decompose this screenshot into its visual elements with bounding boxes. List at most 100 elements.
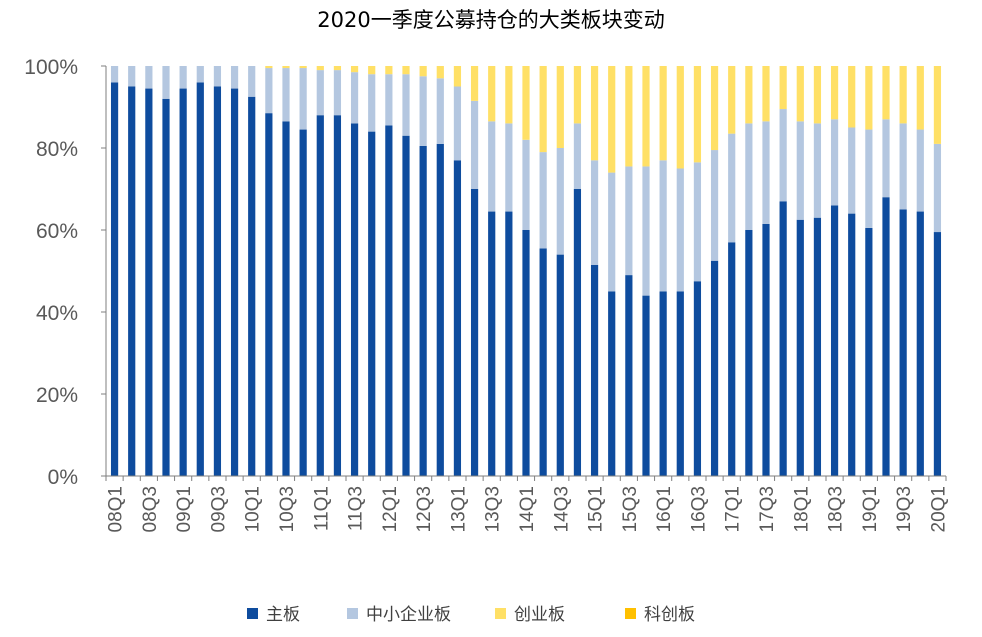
bar-segment-s2-15Q1	[590, 66, 599, 161]
bar-segment-s0-11Q1	[316, 115, 324, 476]
bar-segment-s0-09Q1	[179, 88, 187, 477]
bar-segment-s2-17Q3	[762, 66, 770, 122]
bar-segment-s2-16Q1	[659, 66, 667, 161]
bar-segment-s1-14Q3	[556, 148, 564, 255]
bar-segment-s1-19Q3	[899, 123, 907, 210]
bar-segment-s0-15Q1	[590, 264, 599, 476]
x-tick-label-10Q1: 10Q1	[243, 486, 264, 532]
x-tick-label-12Q3: 12Q3	[414, 486, 435, 532]
x-tick-label-20Q1: 20Q1	[928, 486, 949, 532]
bar-segment-s1-08Q4	[162, 66, 170, 99]
bar-segment-s1-19Q4	[916, 129, 924, 212]
bar-segment-s1-19Q1	[865, 129, 873, 228]
bar-segment-s1-11Q2	[333, 70, 342, 116]
bar-segment-s1-12Q3	[419, 76, 427, 146]
bar-segment-s2-14Q1	[522, 66, 530, 140]
bar-segment-s0-14Q4	[573, 189, 582, 476]
x-tick-label-18Q1: 18Q1	[791, 486, 812, 532]
bar-segment-s1-13Q1	[453, 86, 462, 161]
x-tick-label-16Q1: 16Q1	[654, 486, 675, 532]
bar-segment-s0-12Q3	[419, 145, 427, 476]
x-tick-label-18Q3: 18Q3	[826, 486, 847, 532]
x-tick-label-14Q3: 14Q3	[551, 486, 572, 532]
bar-segment-s1-10Q4	[299, 68, 307, 130]
bar-segment-s1-11Q1	[316, 70, 324, 116]
bar-segment-s1-10Q1	[248, 66, 256, 97]
bar-segment-s0-19Q2	[882, 197, 890, 476]
bar-segment-s1-18Q1	[796, 121, 804, 220]
bar-segment-s1-18Q4	[848, 127, 856, 214]
legend-label-2: 创业板	[514, 605, 565, 625]
bar-segment-s0-08Q1	[110, 82, 119, 477]
bar-segment-s2-15Q4	[642, 66, 650, 167]
bar-segment-s1-17Q3	[762, 121, 770, 224]
bar-segment-s0-11Q4	[368, 131, 376, 476]
bar-segment-s1-17Q2	[745, 123, 753, 230]
legend-label-1: 中小企业板	[366, 605, 451, 625]
bar-segment-s1-12Q2	[402, 74, 410, 136]
bar-segment-s1-09Q3	[213, 66, 222, 87]
bar-segment-s0-10Q4	[299, 129, 307, 477]
bar-segment-s0-14Q1	[522, 230, 530, 476]
bar-segment-s2-11Q4	[368, 66, 376, 75]
bar-segment-s2-12Q1	[385, 66, 393, 75]
bar-segment-s0-18Q2	[813, 217, 822, 476]
bar-segment-s1-16Q4	[710, 150, 719, 261]
bar-segment-s0-16Q1	[659, 291, 667, 476]
bar-segment-s0-13Q2	[470, 189, 479, 476]
bar-segment-s1-10Q3	[282, 68, 290, 122]
bar-segment-s2-16Q2	[676, 66, 684, 169]
bar-segment-s1-15Q3	[625, 166, 633, 276]
bar-segment-s0-13Q1	[453, 160, 462, 477]
bar-segment-s0-16Q3	[693, 281, 702, 476]
bar-segment-s1-17Q4	[779, 109, 787, 202]
bar-segment-s0-08Q4	[162, 98, 170, 477]
bar-segment-s2-15Q3	[625, 66, 633, 167]
bar-segment-s0-15Q4	[642, 295, 650, 476]
x-tick-label-08Q1: 08Q1	[106, 486, 127, 532]
x-tick-label-13Q1: 13Q1	[448, 486, 469, 532]
bar-segment-s0-10Q2	[265, 113, 273, 477]
bar-segment-s1-09Q4	[230, 66, 239, 89]
bar-segment-s2-12Q3	[419, 66, 427, 77]
y-tick-label: 20%	[36, 384, 78, 407]
bar-segment-s0-14Q2	[539, 248, 547, 476]
y-tick-label: 80%	[36, 138, 78, 161]
bar-segment-s1-15Q1	[590, 160, 599, 265]
bar-segment-s1-13Q2	[470, 100, 479, 189]
bar-segment-s1-10Q2	[265, 68, 273, 114]
x-tick-label-16Q3: 16Q3	[688, 486, 709, 532]
bar-segment-s0-09Q3	[213, 86, 222, 476]
bar-segment-s1-17Q1	[728, 133, 736, 243]
bar-segment-s0-17Q2	[745, 230, 753, 476]
legend-swatch-3	[625, 608, 636, 619]
bar-segment-s2-19Q1	[865, 66, 873, 130]
bar-segment-s2-16Q3	[693, 66, 702, 163]
bar-segment-s2-17Q2	[745, 66, 753, 124]
bar-segment-s1-18Q3	[830, 119, 839, 206]
bar-segment-s2-19Q3	[899, 66, 907, 124]
bar-segment-s2-13Q3	[488, 66, 496, 122]
bar-segment-s1-15Q2	[608, 172, 616, 292]
bar-segment-s2-11Q1	[316, 66, 324, 71]
bar-segment-s1-08Q2	[128, 66, 136, 87]
bar-segment-s0-08Q3	[145, 88, 153, 477]
bar-segment-s1-14Q1	[522, 139, 530, 230]
bar-segment-s0-13Q4	[505, 211, 513, 477]
bar-segment-s2-13Q4	[505, 66, 513, 124]
bar-segment-s1-13Q4	[505, 123, 513, 212]
bar-segment-s0-10Q1	[248, 96, 256, 476]
bar-segment-s2-11Q3	[350, 66, 359, 73]
bar-segment-s0-09Q2	[196, 82, 204, 477]
bar-segment-s1-12Q4	[436, 78, 444, 144]
x-tick-label-08Q3: 08Q3	[140, 486, 161, 532]
bar-segment-s1-20Q1	[933, 143, 942, 233]
bar-segment-s2-20Q1	[933, 66, 942, 144]
bar-segment-s1-15Q4	[642, 166, 650, 296]
y-tick-label: 0%	[48, 466, 78, 489]
bar-segment-s1-14Q4	[573, 123, 582, 189]
bar-segment-s2-10Q2	[265, 66, 273, 69]
legend-label-3: 科创板	[644, 605, 695, 625]
bar-segment-s0-18Q1	[796, 219, 804, 476]
bar-segment-s1-08Q1	[110, 66, 119, 83]
